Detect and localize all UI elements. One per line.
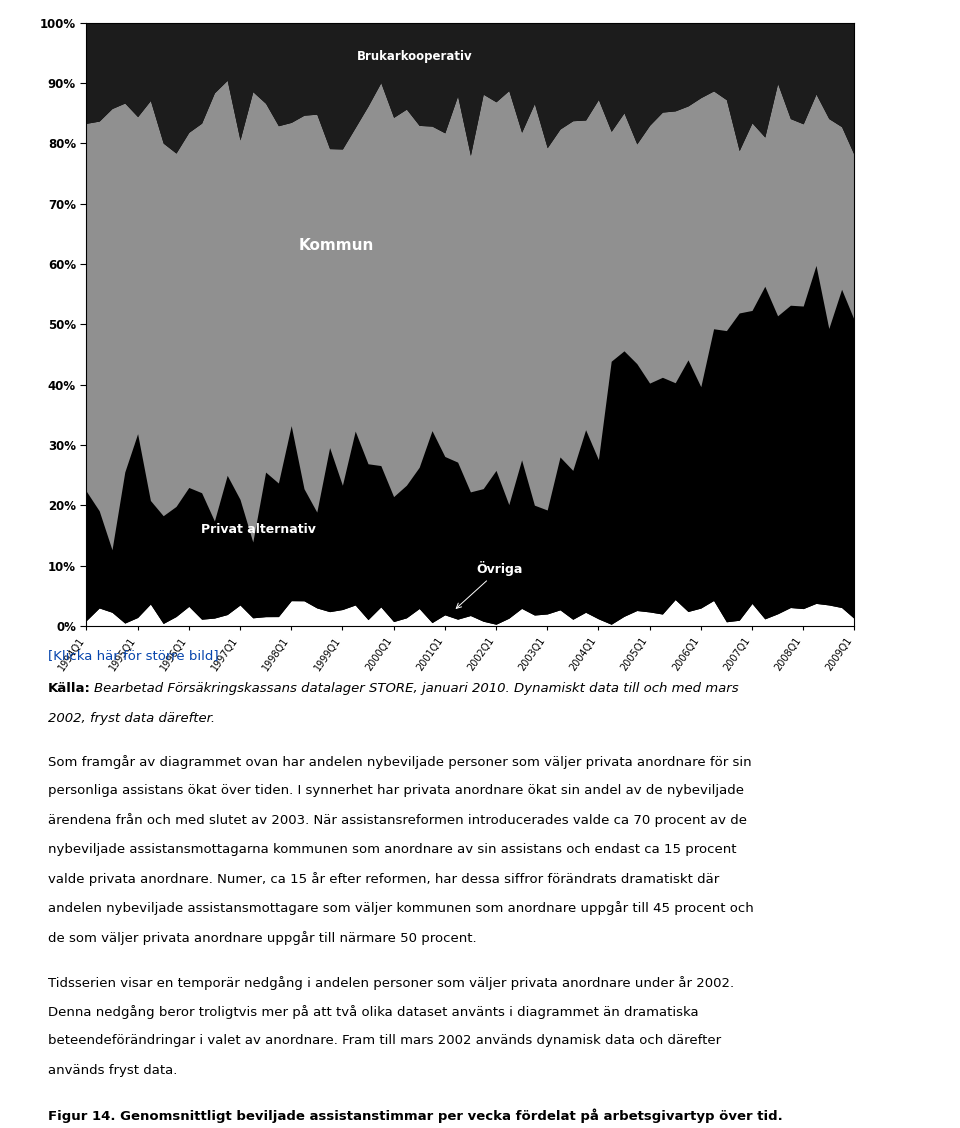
Text: Figur 14. Genomsnittligt beviljade assistanstimmar per vecka fördelat på arbetsg: Figur 14. Genomsnittligt beviljade assis… xyxy=(48,1109,782,1123)
Text: Övriga: Övriga xyxy=(456,562,523,608)
Text: används fryst data.: används fryst data. xyxy=(48,1064,178,1077)
Text: de som väljer privata anordnare uppgår till närmare 50 procent.: de som väljer privata anordnare uppgår t… xyxy=(48,931,476,944)
Text: Som framgår av diagrammet ovan har andelen nybeviljade personer som väljer priva: Som framgår av diagrammet ovan har andel… xyxy=(48,755,752,768)
Text: Privat alternativ: Privat alternativ xyxy=(201,523,316,536)
Text: ärendena från och med slutet av 2003. När assistansreformen introducerades valde: ärendena från och med slutet av 2003. Nä… xyxy=(48,813,747,827)
Text: Källa:: Källa: xyxy=(48,682,91,696)
Text: Bearbetad Försäkringskassans datalager STORE, januari 2010. Dynamiskt data till : Bearbetad Försäkringskassans datalager S… xyxy=(94,682,738,696)
Text: Brukarkooperativ: Brukarkooperativ xyxy=(356,50,472,63)
Text: Denna nedgång beror troligtvis mer på att två olika dataset använts i diagrammet: Denna nedgång beror troligtvis mer på at… xyxy=(48,1005,699,1019)
Text: [Klicka här för större bild]: [Klicka här för större bild] xyxy=(48,649,219,662)
Text: andelen nybeviljade assistansmottagare som väljer kommunen som anordnare uppgår : andelen nybeviljade assistansmottagare s… xyxy=(48,901,754,915)
Text: personliga assistans ökat över tiden. I synnerhet har privata anordnare ökat sin: personliga assistans ökat över tiden. I … xyxy=(48,784,744,797)
Text: 2002, fryst data därefter.: 2002, fryst data därefter. xyxy=(48,712,215,725)
Text: nybeviljade assistansmottagarna kommunen som anordnare av sin assistans och enda: nybeviljade assistansmottagarna kommunen… xyxy=(48,843,736,856)
Text: valde privata anordnare. Numer, ca 15 år efter reformen, har dessa siffror förän: valde privata anordnare. Numer, ca 15 år… xyxy=(48,872,719,885)
Text: Kommun: Kommun xyxy=(299,238,374,254)
Text: Tidsserien visar en temporär nedgång i andelen personer som väljer privata anord: Tidsserien visar en temporär nedgång i a… xyxy=(48,976,734,989)
Text: beteendeförändringar i valet av anordnare. Fram till mars 2002 används dynamisk : beteendeförändringar i valet av anordnar… xyxy=(48,1034,721,1048)
